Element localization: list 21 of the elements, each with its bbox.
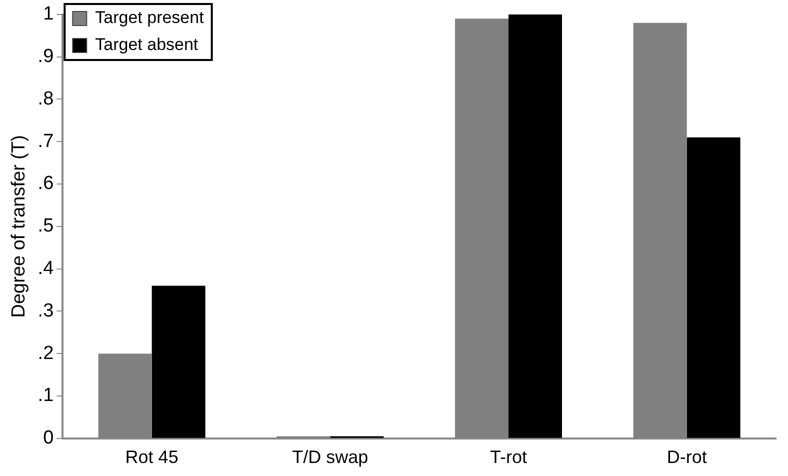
y-tick-label: .4 — [38, 258, 54, 280]
x-tick-label: Rot 45 — [125, 447, 178, 468]
y-tick-label: .3 — [38, 300, 54, 322]
y-tick-label: .2 — [38, 342, 54, 364]
x-tick-label: D-rot — [666, 447, 707, 468]
x-tick-label: T/D swap — [292, 447, 368, 468]
y-tick-label: 0 — [43, 428, 54, 449]
bar — [152, 286, 206, 438]
y-axis-title: Degree of transfer (T) — [8, 135, 30, 318]
legend-label: Target present — [95, 8, 204, 28]
y-tick-label: .7 — [38, 130, 54, 152]
x-tick-label: T-rot — [490, 447, 527, 468]
legend-label: Target absent — [95, 35, 198, 54]
y-tick-label: .9 — [38, 46, 54, 68]
y-tick-label: .5 — [38, 216, 54, 237]
y-tick-label: .1 — [38, 385, 54, 406]
bar — [686, 137, 740, 438]
y-tick-label: .8 — [38, 88, 54, 110]
y-tick-label: .6 — [38, 173, 54, 194]
bar — [508, 14, 562, 438]
y-tick-label: 1 — [43, 4, 54, 25]
